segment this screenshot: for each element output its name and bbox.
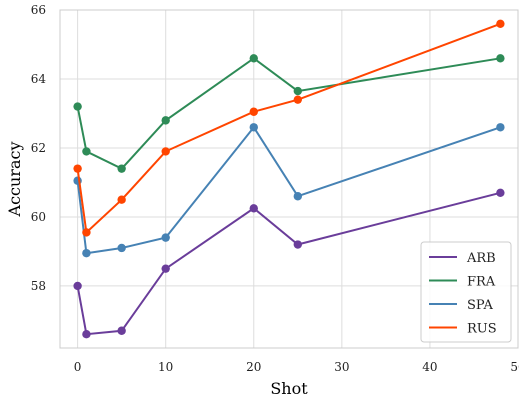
- data-point-arb: [82, 330, 91, 339]
- data-point-fra: [496, 54, 505, 63]
- series-spa: [73, 123, 505, 258]
- y-tick-label: 62: [31, 141, 46, 155]
- x-tick-label: 0: [74, 360, 82, 374]
- legend-label-spa: SPA: [467, 298, 493, 313]
- y-tick-label: 60: [31, 210, 46, 224]
- data-point-fra: [249, 54, 258, 63]
- plot-frame: [59, 9, 519, 349]
- x-tick-label: 30: [334, 360, 349, 374]
- data-point-rus: [161, 147, 170, 156]
- x-tick-label: 20: [246, 360, 261, 374]
- series-fra: [73, 54, 505, 173]
- data-point-fra: [161, 116, 170, 125]
- x-tick-label: 50: [510, 360, 519, 374]
- tick-labels: 0 10 20 30 40 50 58 60 62 64 66: [31, 3, 519, 374]
- series-line-rus: [76, 22, 501, 235]
- data-point-spa: [82, 248, 91, 258]
- data-point-rus: [293, 95, 303, 104]
- series-rus: [73, 19, 505, 237]
- x-tick-label: 40: [422, 360, 437, 374]
- data-point-rus: [249, 107, 258, 116]
- data-point-arb: [161, 264, 170, 273]
- data-point-fra: [293, 86, 303, 96]
- x-axis-label: Shot: [270, 379, 308, 398]
- data-point-fra: [73, 102, 82, 111]
- legend: ARB FRA SPA RUS: [420, 241, 512, 343]
- data-point-rus: [82, 228, 91, 237]
- data-point-arb: [496, 188, 505, 197]
- data-point-spa: [293, 192, 303, 201]
- series-arb: [73, 188, 505, 339]
- data-point-fra: [82, 147, 91, 156]
- y-tick-label: 66: [31, 3, 46, 17]
- y-tick-label: 58: [31, 279, 46, 293]
- data-point-spa: [161, 233, 170, 242]
- legend-label-fra: FRA: [467, 275, 496, 290]
- legend-label-arb: ARB: [466, 251, 496, 266]
- data-point-arb: [249, 204, 258, 213]
- y-tick-label: 64: [31, 72, 47, 86]
- data-point-rus: [117, 195, 126, 204]
- legend-box: [420, 241, 512, 343]
- data-point-rus: [496, 19, 505, 28]
- data-point-spa: [249, 123, 258, 132]
- x-tick-label: 10: [158, 360, 173, 374]
- data-point-arb: [73, 281, 82, 291]
- data-point-arb: [293, 240, 303, 249]
- data-point-spa: [117, 243, 126, 253]
- series-line-fra: [76, 57, 501, 170]
- data-point-rus: [73, 164, 82, 173]
- y-axis-label: Accuracy: [5, 142, 24, 218]
- data-point-arb: [117, 326, 126, 335]
- series-layer: [73, 19, 505, 339]
- data-point-fra: [117, 164, 126, 173]
- legend-label-rus: RUS: [467, 322, 497, 337]
- data-point-spa: [496, 123, 505, 132]
